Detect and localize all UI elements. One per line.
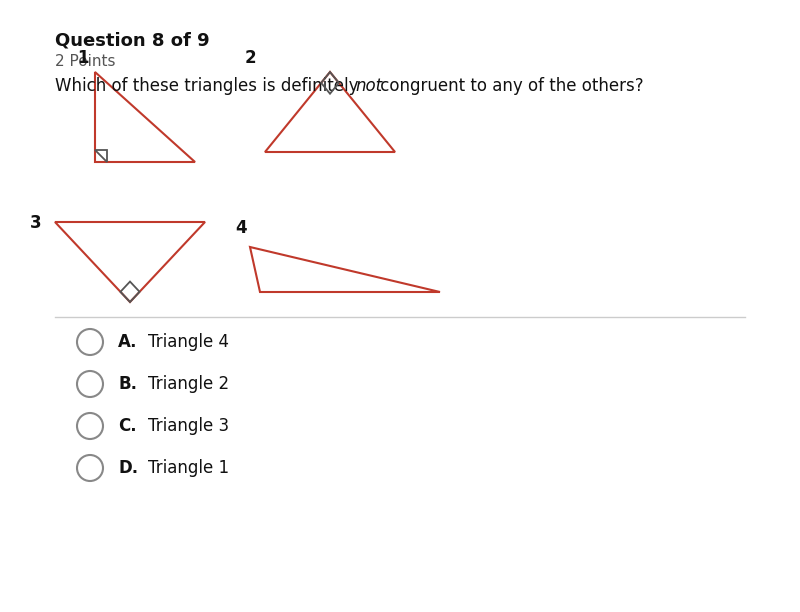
Text: 2: 2: [245, 49, 257, 67]
Text: Which of these triangles is definitely: Which of these triangles is definitely: [55, 77, 364, 95]
Text: A.: A.: [118, 333, 138, 351]
Text: Triangle 1: Triangle 1: [148, 459, 229, 477]
Text: not: not: [355, 77, 382, 95]
Text: 2 Points: 2 Points: [55, 54, 115, 69]
Text: 1: 1: [77, 49, 89, 67]
Text: 3: 3: [30, 214, 42, 232]
Text: C.: C.: [118, 417, 137, 435]
Text: Triangle 4: Triangle 4: [148, 333, 229, 351]
Text: Question 8 of 9: Question 8 of 9: [55, 32, 210, 50]
Text: D.: D.: [118, 459, 138, 477]
Text: congruent to any of the others?: congruent to any of the others?: [375, 77, 644, 95]
Text: 4: 4: [235, 219, 246, 237]
Text: Triangle 2: Triangle 2: [148, 375, 229, 393]
Text: B.: B.: [118, 375, 137, 393]
Text: Triangle 3: Triangle 3: [148, 417, 229, 435]
